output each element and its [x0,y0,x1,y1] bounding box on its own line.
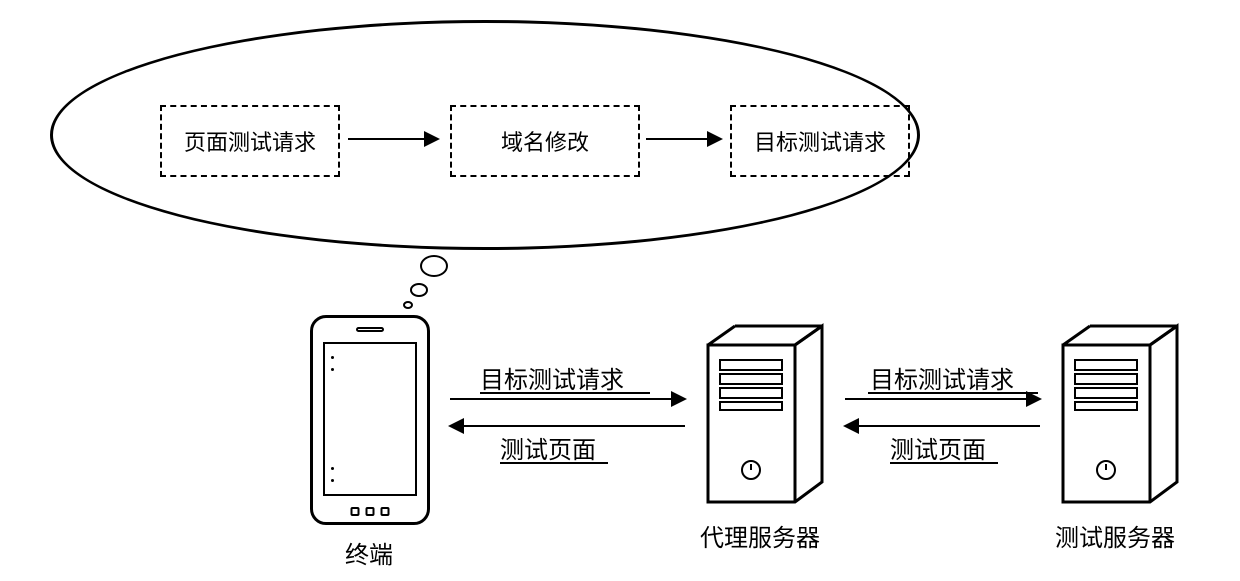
dot-icon [331,467,334,470]
flow-test-to-proxy-label: 测试页面 [890,430,986,465]
box-label: 域名修改 [501,130,589,155]
underline-icon [480,392,650,394]
dot-icon [331,479,334,482]
flow-proxy-to-test-label: 目标测试请求 [870,360,1014,395]
arrow-terminal-to-proxy [450,398,685,400]
box-page-test-request: 页面测试请求 [160,105,340,177]
arrow-proxy-to-terminal [450,425,685,427]
proxy-server-label: 代理服务器 [700,518,820,553]
phone-button-icon [366,507,375,516]
phone-buttons-icon [351,507,390,516]
arrow-box2-to-box3 [646,138,721,140]
bubble-icon [403,301,413,309]
underline-icon [890,462,998,464]
box-label: 页面测试请求 [184,130,316,155]
arrow-test-to-proxy [845,425,1040,427]
dot-icon [331,368,334,371]
underline-icon [868,392,1038,394]
arrow-box1-to-box2 [348,138,438,140]
flow-terminal-to-proxy-label: 目标测试请求 [480,360,624,395]
bubble-icon [410,283,428,297]
terminal-phone-icon [310,315,430,525]
thought-ellipse-container: 页面测试请求 域名修改 目标测试请求 [50,20,920,250]
bubble-icon [420,255,448,277]
box-label: 目标测试请求 [754,130,886,155]
test-server-icon [1055,320,1185,510]
box-domain-modify: 域名修改 [450,105,640,177]
underline-icon [500,462,608,464]
phone-speaker-icon [356,327,384,332]
test-server-label: 测试服务器 [1055,518,1175,553]
box-target-test-request: 目标测试请求 [730,105,910,177]
phone-body-icon [310,315,430,525]
dot-icon [331,356,334,359]
phone-button-icon [351,507,360,516]
diagram-canvas: 页面测试请求 域名修改 目标测试请求 [0,0,1240,581]
phone-button-icon [381,507,390,516]
flow-proxy-to-terminal-label: 测试页面 [500,430,596,465]
phone-screen-icon [323,342,417,496]
terminal-label: 终端 [345,535,393,570]
arrow-proxy-to-test [845,398,1040,400]
proxy-server-icon [700,320,830,510]
